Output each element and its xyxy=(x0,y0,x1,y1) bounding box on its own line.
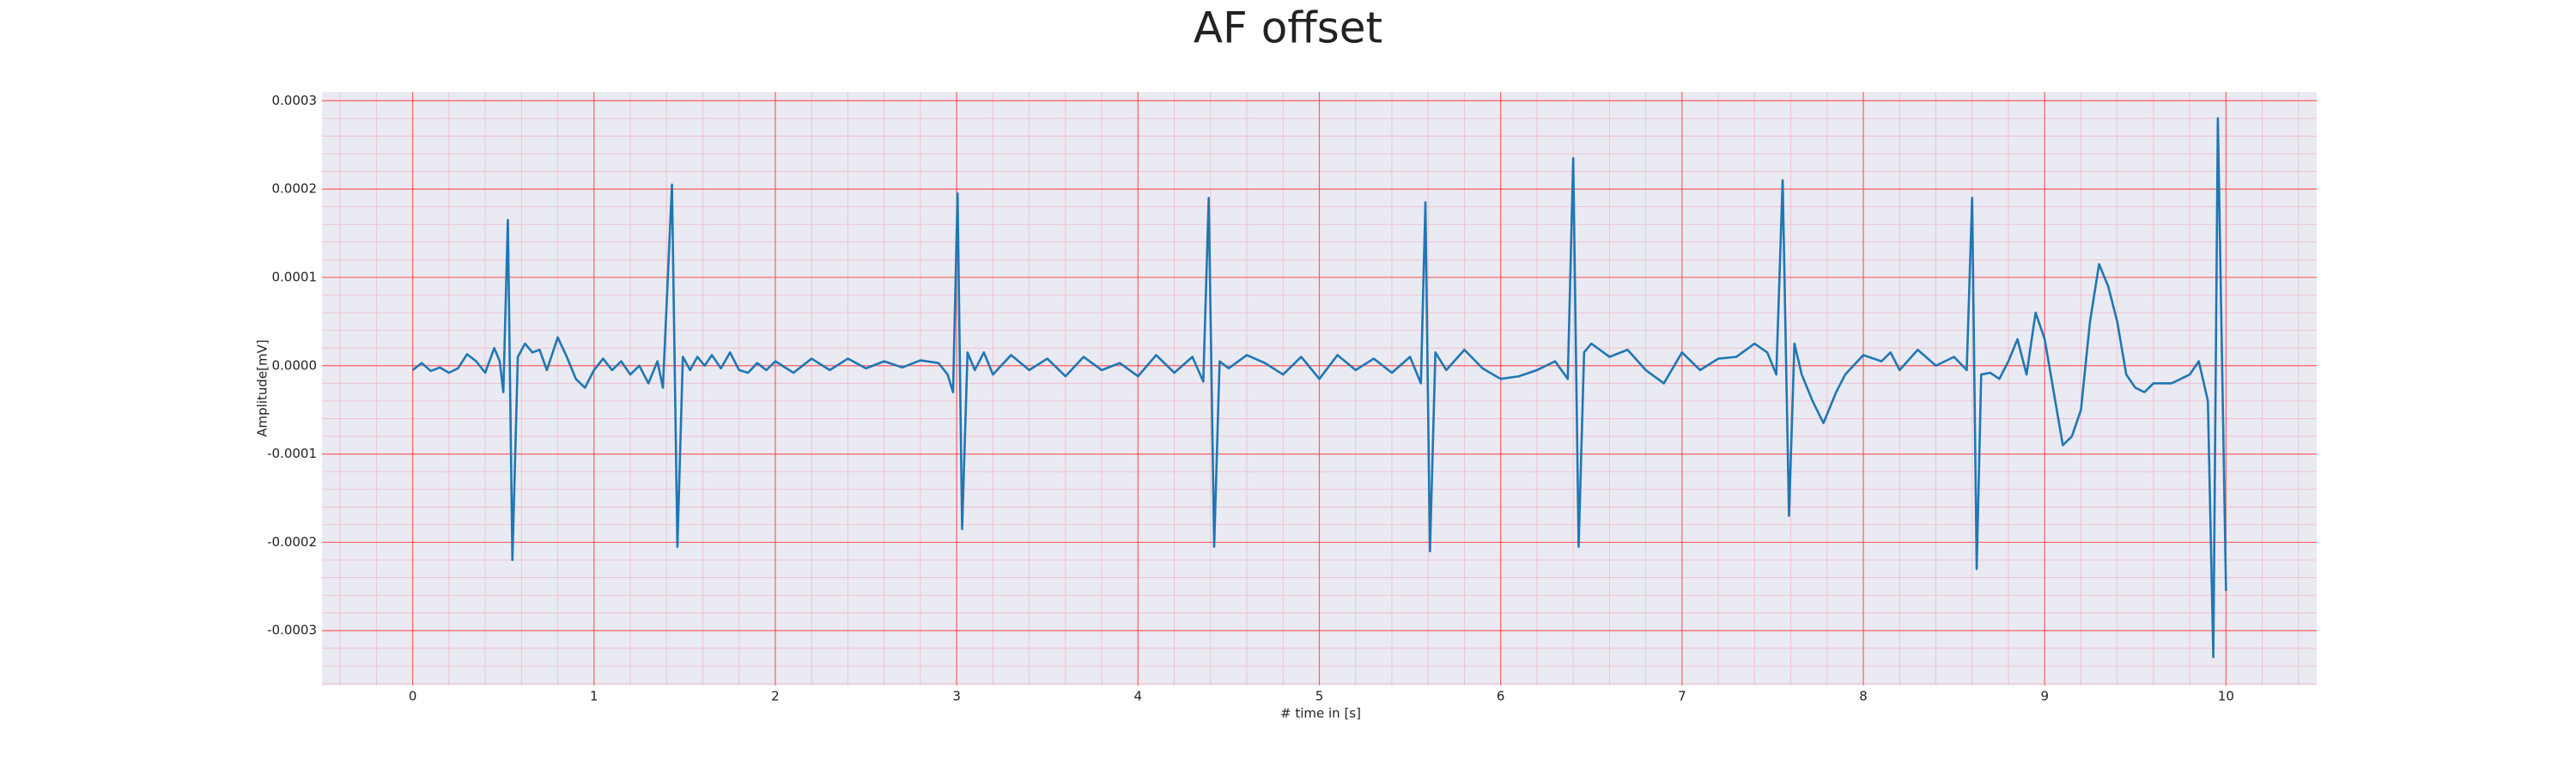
y-tick-label: -0.0001 xyxy=(267,446,317,461)
y-tick-label: 0.0001 xyxy=(272,269,318,284)
signal-line xyxy=(411,117,2227,659)
y-tick-label: 0.0000 xyxy=(272,357,318,373)
x-tick-label: 7 xyxy=(1678,689,1686,704)
y-tick-label: 0.0003 xyxy=(272,93,318,108)
x-tick-label: 9 xyxy=(2040,689,2049,704)
x-tick-label: 2 xyxy=(771,689,780,704)
y-axis-label: Amplitude[mV] xyxy=(255,339,270,436)
y-tick-label: -0.0003 xyxy=(267,623,317,638)
chart-title: AF offset xyxy=(1194,3,1382,53)
x-tick-label: 4 xyxy=(1134,689,1143,704)
y-tick-label: -0.0002 xyxy=(267,534,317,550)
x-tick-label: 10 xyxy=(2218,689,2234,704)
y-tick-label: 0.0002 xyxy=(272,181,318,197)
x-axis-label: # time in [s] xyxy=(1280,706,1361,721)
x-tick-label: 0 xyxy=(409,689,417,704)
x-tick-label: 8 xyxy=(1859,689,1868,704)
x-tick-label: 3 xyxy=(952,689,961,704)
x-tick-label: 1 xyxy=(590,689,598,704)
x-tick-label: 6 xyxy=(1497,689,1505,704)
x-tick-label: 5 xyxy=(1315,689,1324,704)
